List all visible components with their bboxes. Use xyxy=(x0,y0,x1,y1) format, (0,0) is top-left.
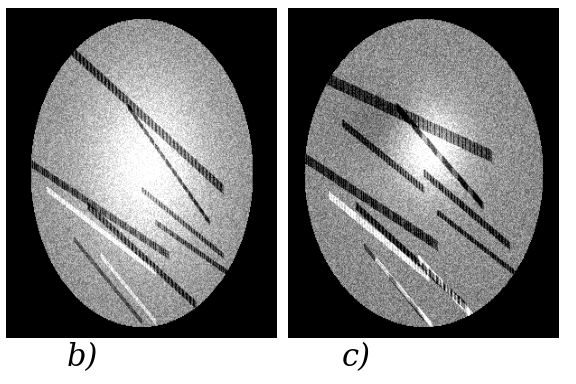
Text: b): b) xyxy=(67,342,98,372)
Text: c): c) xyxy=(342,342,370,372)
